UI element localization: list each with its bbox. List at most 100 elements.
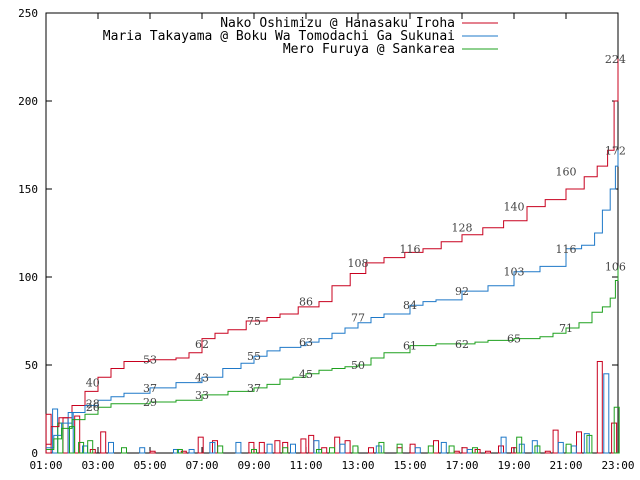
bar-green [378,441,385,454]
data-label: 29 [143,396,157,409]
data-label: 116 [556,243,577,256]
bar-red [334,436,341,454]
bar-red [596,360,603,454]
bar-red [485,450,491,454]
plot-frame [45,12,619,454]
bar-green [121,447,127,454]
data-label: 62 [455,338,469,351]
bar-green [78,441,85,454]
data-label: 140 [504,201,525,214]
bar-green [217,445,224,454]
bar-green [516,436,523,454]
bar-green [69,426,75,454]
data-label: 33 [195,389,209,402]
bar-red [552,429,559,454]
x-tick-label: 05:00 [133,459,166,472]
data-label: 75 [247,315,261,328]
data-label: 40 [86,377,100,390]
bar-blue [266,443,273,454]
data-labels: 40 53 62 75 86 108 116 128 140 160 224 28 37 43 55 63 77… [86,53,626,414]
data-label: 37 [247,382,261,395]
bar-green [448,445,455,454]
bar-green [613,406,620,454]
bar-green [251,448,257,454]
bar-blue [557,441,564,454]
bar-green [316,448,322,454]
data-label: 84 [403,299,417,312]
bar-red [149,450,156,454]
bar-blue [466,448,473,454]
data-label: 61 [403,340,417,353]
data-label: 116 [400,243,421,256]
data-label: 71 [559,322,573,335]
y-tick-label: 100 [18,271,38,284]
bar-red [274,440,281,454]
x-tick-label: 19:00 [497,459,530,472]
data-label: 45 [299,368,313,381]
bar-green [57,422,64,454]
series-line-2 [46,266,619,450]
bar-green [176,448,183,454]
series-line-1 [46,150,619,449]
hourly-bars [45,360,620,454]
bar-red [344,440,351,454]
bar-green [586,434,593,454]
x-tick-label: 17:00 [445,459,478,472]
bar-green [396,443,403,454]
bar-blue [414,447,421,454]
bar-red [433,440,439,454]
data-label: 160 [556,165,577,178]
x-tick-label: 21:00 [549,459,582,472]
bar-green [329,447,335,454]
y-tick-label: 0 [31,447,38,460]
data-label: 224 [605,53,626,66]
bar-red [576,431,582,454]
x-tick-label: 13:00 [341,459,374,472]
y-tick-label: 250 [18,7,38,20]
bar-blue [290,443,296,454]
data-label: 103 [504,266,525,279]
bar-blue [570,445,577,454]
data-label: 43 [195,371,209,384]
x-tick-label: 15:00 [393,459,426,472]
data-label: 65 [507,333,521,346]
bar-green [352,445,359,454]
bar-blue [173,448,179,454]
data-label: 92 [455,285,469,298]
axes: 0 50 100 150 200 250 01:00 03:00 05:00 07:00 09:00… [18,7,634,472]
bar-blue [139,447,146,454]
data-label: 86 [299,296,313,309]
x-tick-label: 01:00 [29,459,62,472]
x-tick-label: 07:00 [185,459,218,472]
bar-red [368,447,374,454]
data-label: 55 [247,350,261,363]
data-label: 28 [86,398,100,411]
legend-label: Nako Oshimizu @ Hanasaku Iroha [220,16,455,31]
x-tick-label: 11:00 [289,459,322,472]
bar-red [300,438,307,454]
data-label: 77 [351,311,365,324]
bar-green [565,443,572,454]
data-label: 62 [195,338,209,351]
bar-blue [440,441,447,454]
x-tick-label: 23:00 [601,459,634,472]
bar-blue [108,441,114,454]
bar-red [100,431,107,454]
data-label: 50 [351,359,365,372]
bar-red [321,447,328,454]
y-tick-label: 200 [18,95,38,108]
bar-red [180,450,187,454]
data-label: 37 [143,382,157,395]
data-label: 172 [605,144,626,157]
bar-red [409,443,416,454]
data-label: 106 [605,260,626,273]
bar-green [427,445,434,454]
bar-red [308,434,315,454]
bar-blue [603,373,610,454]
bar-green [87,440,94,454]
data-label: 53 [143,354,157,367]
data-label: 128 [452,222,473,235]
bar-red [453,450,460,454]
bar-blue [235,441,242,454]
